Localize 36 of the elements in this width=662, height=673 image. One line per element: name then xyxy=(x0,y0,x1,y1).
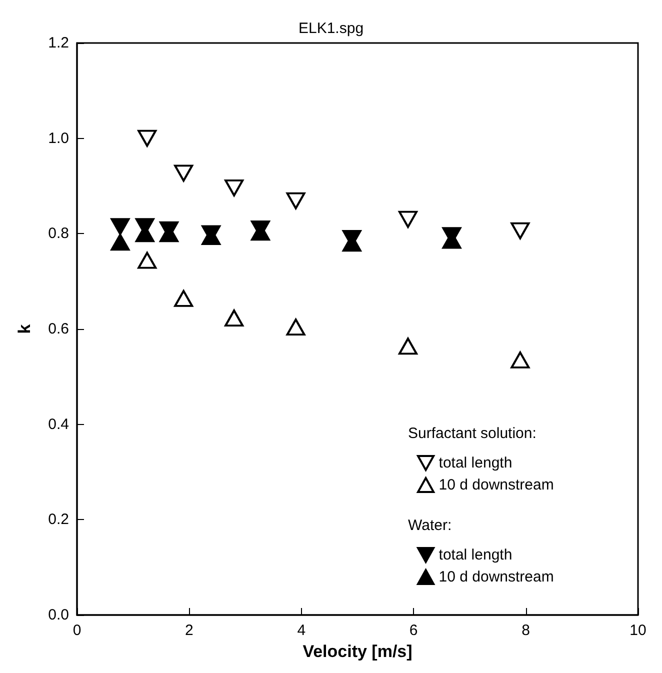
point xyxy=(398,338,418,355)
y-tick-label: 0.0 xyxy=(48,606,69,624)
x-tick-label: 8 xyxy=(522,622,530,639)
annotation: Water: xyxy=(408,517,452,534)
y-tick-label: 0.8 xyxy=(48,225,69,242)
point xyxy=(174,290,194,307)
point xyxy=(224,310,244,327)
x-axis-title: Velocity [m/s] xyxy=(302,642,412,661)
point xyxy=(174,164,194,182)
y-tick-label: 0.6 xyxy=(48,320,69,338)
x-tick-label: 2 xyxy=(185,622,194,639)
y-tick-label: 0.4 xyxy=(48,416,69,433)
point xyxy=(138,252,157,269)
point xyxy=(286,192,306,210)
chart-title: ELK1.spg xyxy=(298,20,364,37)
y-axis-title: k xyxy=(15,324,34,334)
point xyxy=(398,210,418,228)
point xyxy=(110,218,130,236)
point xyxy=(224,179,244,196)
y-tick-label: 0.2 xyxy=(48,511,69,528)
x-tick-label: 4 xyxy=(297,622,306,639)
legend-label: total length xyxy=(438,454,512,472)
point xyxy=(510,351,530,368)
point xyxy=(110,234,130,251)
x-tick-label: 6 xyxy=(409,622,418,639)
x-tick-label: 10 xyxy=(630,622,646,639)
legend-label: 10 d downstream xyxy=(438,476,554,494)
legend-label: 10 d downstream xyxy=(438,568,554,586)
legend-label: total length xyxy=(438,546,512,564)
annotation: Surfactant solution: xyxy=(408,425,536,442)
point xyxy=(286,318,306,336)
point xyxy=(138,130,157,147)
y-tick-label: 1.0 xyxy=(48,130,69,147)
point xyxy=(510,222,530,240)
x-tick-label: 0 xyxy=(72,622,82,639)
y-tick-label: 1.2 xyxy=(48,34,69,52)
